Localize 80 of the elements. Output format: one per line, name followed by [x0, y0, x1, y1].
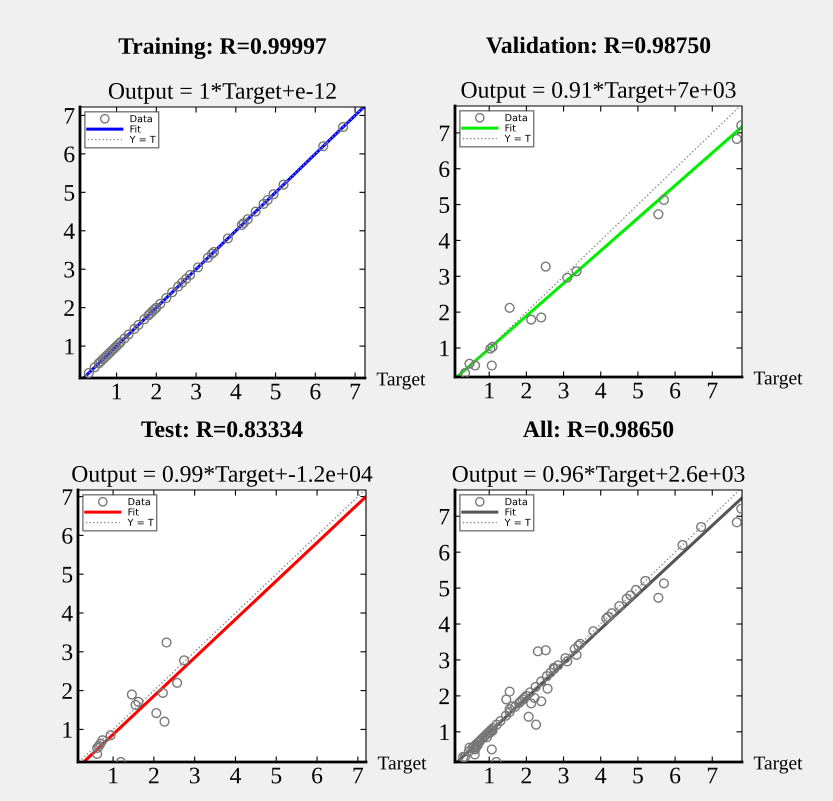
x-tick-label: 3 — [558, 382, 569, 398]
x-axis-title: Target — [754, 372, 802, 389]
x-tick-label: 1 — [109, 768, 118, 784]
x-tick-label: 4 — [230, 768, 241, 784]
chart-subtitle: Output = 0.91*Target+7e+03 — [462, 82, 736, 103]
legend-label: Y = T — [504, 518, 531, 526]
y-tick-label: 1 — [440, 724, 449, 740]
x-tick-label: 5 — [633, 768, 643, 784]
x-tick-label: 5 — [633, 382, 643, 398]
legend-label: Y = T — [130, 136, 156, 143]
chart-title: Validation: R=0.98750 — [486, 36, 710, 54]
y-tick-label: 4 — [64, 223, 75, 239]
x-tick-label: 4 — [595, 768, 606, 784]
x-tick-label: 6 — [310, 384, 321, 400]
x-tick-label: 5 — [272, 768, 282, 784]
y-tick-label: 3 — [439, 268, 450, 285]
legend-label: Fit — [506, 508, 516, 516]
x-tick-label: 2 — [149, 768, 158, 784]
legend-label: Fit — [506, 124, 516, 132]
x-tick-label: 6 — [670, 382, 680, 398]
y-tick-label: 4 — [62, 606, 73, 622]
y-tick-label: 6 — [439, 544, 450, 561]
y-tick-label: 3 — [64, 262, 74, 278]
chart-title: Training: R=0.99997 — [118, 37, 326, 59]
chart-title: Test: R=0.83334 — [141, 421, 303, 438]
y-tick-label: 3 — [439, 652, 450, 668]
legend-label: Y = T — [504, 134, 531, 142]
x-axis-title: Target — [378, 756, 426, 774]
x-tick-label: 7 — [708, 382, 718, 398]
legend-label: Data — [128, 498, 150, 506]
x-axis-title: Target — [376, 372, 426, 390]
legend-label: Data — [506, 498, 527, 506]
x-tick-label: 6 — [312, 768, 322, 784]
y-tick-label: 5 — [62, 566, 72, 583]
y-tick-label: 3 — [62, 644, 72, 660]
x-tick-label: 5 — [271, 384, 281, 400]
legend-label: Data — [130, 115, 152, 122]
y-tick-label: 7 — [440, 508, 450, 524]
x-tick-label: 3 — [558, 768, 569, 784]
y-tick-label: 2 — [439, 304, 449, 320]
y-tick-label: 2 — [439, 688, 449, 704]
y-tick-label: 7 — [62, 489, 72, 505]
x-tick-label: 1 — [485, 382, 494, 398]
chart-subtitle: Output = 0.96*Target+2.6e+03 — [452, 466, 744, 487]
y-tick-label: 1 — [440, 340, 449, 356]
y-tick-label: 6 — [62, 528, 72, 544]
y-tick-label: 4 — [438, 616, 450, 632]
y-tick-label: 5 — [440, 197, 450, 213]
legend-label: Fit — [130, 125, 141, 133]
x-tick-label: 6 — [670, 768, 680, 784]
y-tick-label: 1 — [65, 338, 74, 354]
x-tick-label: 2 — [151, 384, 161, 400]
legend-label: Fit — [128, 508, 139, 516]
chart-title: All: R=0.98650 — [523, 420, 674, 438]
y-tick-label: 6 — [439, 161, 450, 178]
y-tick-label: 7 — [64, 108, 74, 124]
x-tick-label: 4 — [595, 382, 606, 398]
x-tick-label: 7 — [350, 384, 360, 400]
x-tick-label: 7 — [708, 768, 718, 784]
legend-label: Y = T — [128, 518, 154, 526]
legend-label: Data — [506, 114, 527, 122]
x-tick-label: 1 — [485, 768, 494, 784]
x-tick-label: 2 — [522, 768, 531, 784]
x-tick-label: 4 — [230, 384, 242, 400]
x-tick-label: 3 — [191, 384, 202, 400]
chart-subtitle: Output = 1*Target+e-12 — [108, 83, 336, 104]
x-tick-label: 7 — [353, 768, 364, 784]
x-axis-title: Target — [754, 756, 802, 774]
x-tick-label: 3 — [190, 768, 200, 784]
y-tick-label: 1 — [63, 722, 72, 738]
y-tick-label: 5 — [64, 185, 74, 201]
y-tick-label: 2 — [62, 683, 72, 699]
y-tick-label: 6 — [64, 146, 74, 162]
y-tick-label: 5 — [440, 580, 450, 597]
x-tick-label: 1 — [112, 384, 122, 400]
y-tick-label: 2 — [64, 300, 74, 316]
y-tick-label: 7 — [440, 126, 450, 142]
y-tick-label: 4 — [438, 233, 450, 249]
chart-subtitle: Output = 0.99*Target+-1.2e+04 — [72, 466, 372, 487]
x-tick-label: 2 — [522, 382, 531, 398]
